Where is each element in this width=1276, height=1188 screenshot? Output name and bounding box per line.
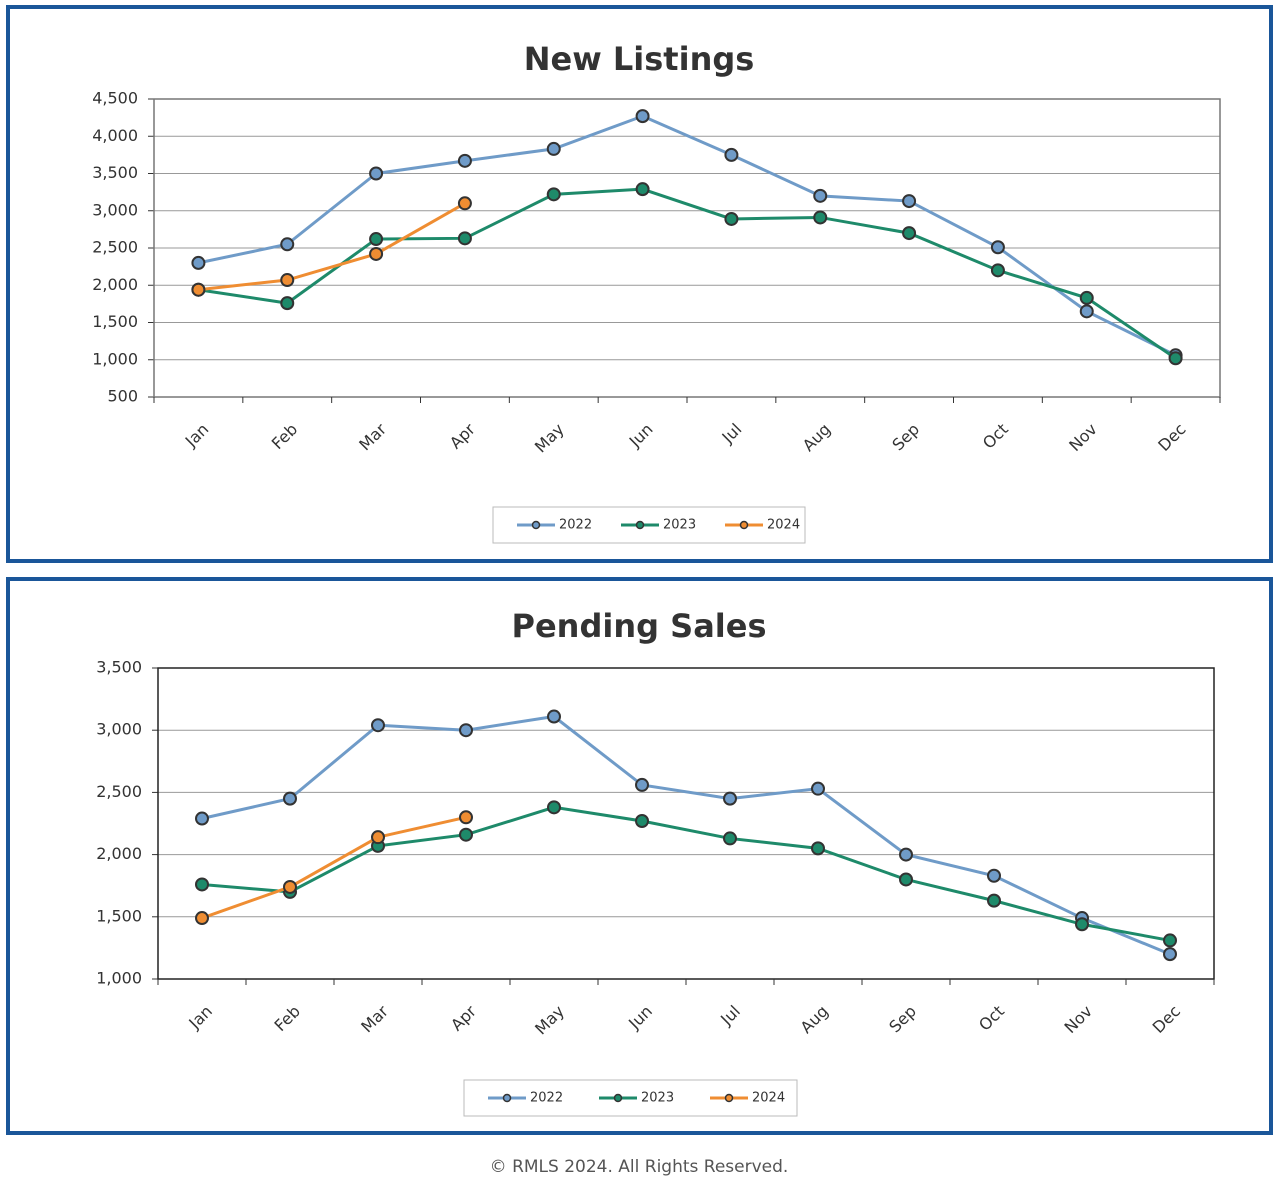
data-point (195, 877, 209, 892)
legend-marker (613, 1093, 623, 1103)
legend-marker (635, 520, 645, 530)
data-point (987, 893, 1001, 908)
panel (6, 577, 1273, 1135)
y-tick-label: 3,500 (96, 658, 142, 677)
data-point (899, 872, 913, 887)
data-point (635, 777, 649, 792)
series-line (201, 815, 467, 920)
data-point (195, 811, 209, 826)
y-tick-label: 2,500 (92, 238, 138, 257)
data-point (1168, 351, 1183, 366)
data-point (459, 723, 473, 738)
chart-title: Pending Sales (512, 607, 767, 645)
y-tick-label: 1,000 (92, 349, 138, 368)
data-point (547, 800, 561, 815)
series-line (198, 187, 1177, 360)
data-point (457, 153, 472, 168)
legend-marker (739, 520, 749, 530)
data-point (987, 868, 1001, 883)
data-point (369, 232, 384, 247)
data-point (457, 231, 472, 246)
data-point (635, 814, 649, 829)
data-point (811, 781, 825, 796)
legend-marker (502, 1093, 512, 1103)
data-point (195, 911, 209, 926)
data-point (1075, 917, 1089, 932)
series-line (198, 114, 1177, 357)
data-point (899, 847, 913, 862)
footer: © RMLS 2024. All Rights Reserved. (490, 1157, 789, 1177)
data-point (547, 709, 561, 724)
y-tick-label: 2,000 (96, 844, 142, 863)
data-point (459, 827, 473, 842)
legend-label: 2024 (752, 1091, 785, 1106)
data-point (723, 791, 737, 806)
data-point (990, 263, 1005, 278)
data-point (371, 830, 385, 845)
data-point (990, 240, 1005, 255)
data-point (191, 282, 206, 297)
data-point (723, 831, 737, 846)
data-point (635, 182, 650, 197)
data-point (1079, 290, 1094, 305)
data-point (1163, 933, 1177, 948)
data-point (280, 273, 295, 288)
series-line (201, 714, 1171, 956)
chart-title: New Listings (524, 40, 755, 78)
y-tick-label: 3,000 (96, 720, 142, 739)
legend-label: 2023 (663, 518, 696, 533)
y-tick-label: 3,000 (92, 200, 138, 219)
y-tick-label: 500 (107, 387, 138, 406)
data-point (902, 226, 917, 241)
series-line (201, 805, 1171, 942)
y-tick-label: 1,500 (92, 312, 138, 331)
y-tick-label: 2,000 (92, 275, 138, 294)
data-point (280, 296, 295, 311)
data-point (902, 194, 917, 209)
legend-label: 2024 (767, 518, 800, 533)
legend-label: 2022 (530, 1091, 563, 1106)
y-tick-label: 4,000 (92, 126, 138, 145)
data-point (457, 196, 472, 211)
legend-label: 2022 (559, 518, 592, 533)
data-point (459, 810, 473, 825)
data-point (280, 237, 295, 252)
data-point (283, 791, 297, 806)
data-point (1079, 304, 1094, 319)
y-tick-label: 3,500 (92, 163, 138, 182)
data-point (635, 109, 650, 124)
y-tick-label: 2,500 (96, 782, 142, 801)
data-point (813, 210, 828, 225)
data-point (724, 147, 739, 162)
data-point (371, 718, 385, 733)
data-point (813, 188, 828, 203)
y-tick-label: 4,500 (92, 89, 138, 108)
data-point (1163, 947, 1177, 962)
data-point (546, 141, 561, 156)
data-point (724, 211, 739, 226)
y-tick-label: 1,500 (96, 906, 142, 925)
data-point (811, 841, 825, 856)
legend-label: 2023 (641, 1091, 674, 1106)
data-point (546, 187, 561, 202)
data-point (191, 255, 206, 270)
legend-marker (724, 1093, 734, 1103)
y-tick-label: 1,000 (96, 969, 142, 988)
data-point (283, 879, 297, 894)
series-line (198, 201, 466, 292)
data-point (369, 166, 384, 181)
legend-marker (531, 520, 541, 530)
data-point (369, 246, 384, 261)
